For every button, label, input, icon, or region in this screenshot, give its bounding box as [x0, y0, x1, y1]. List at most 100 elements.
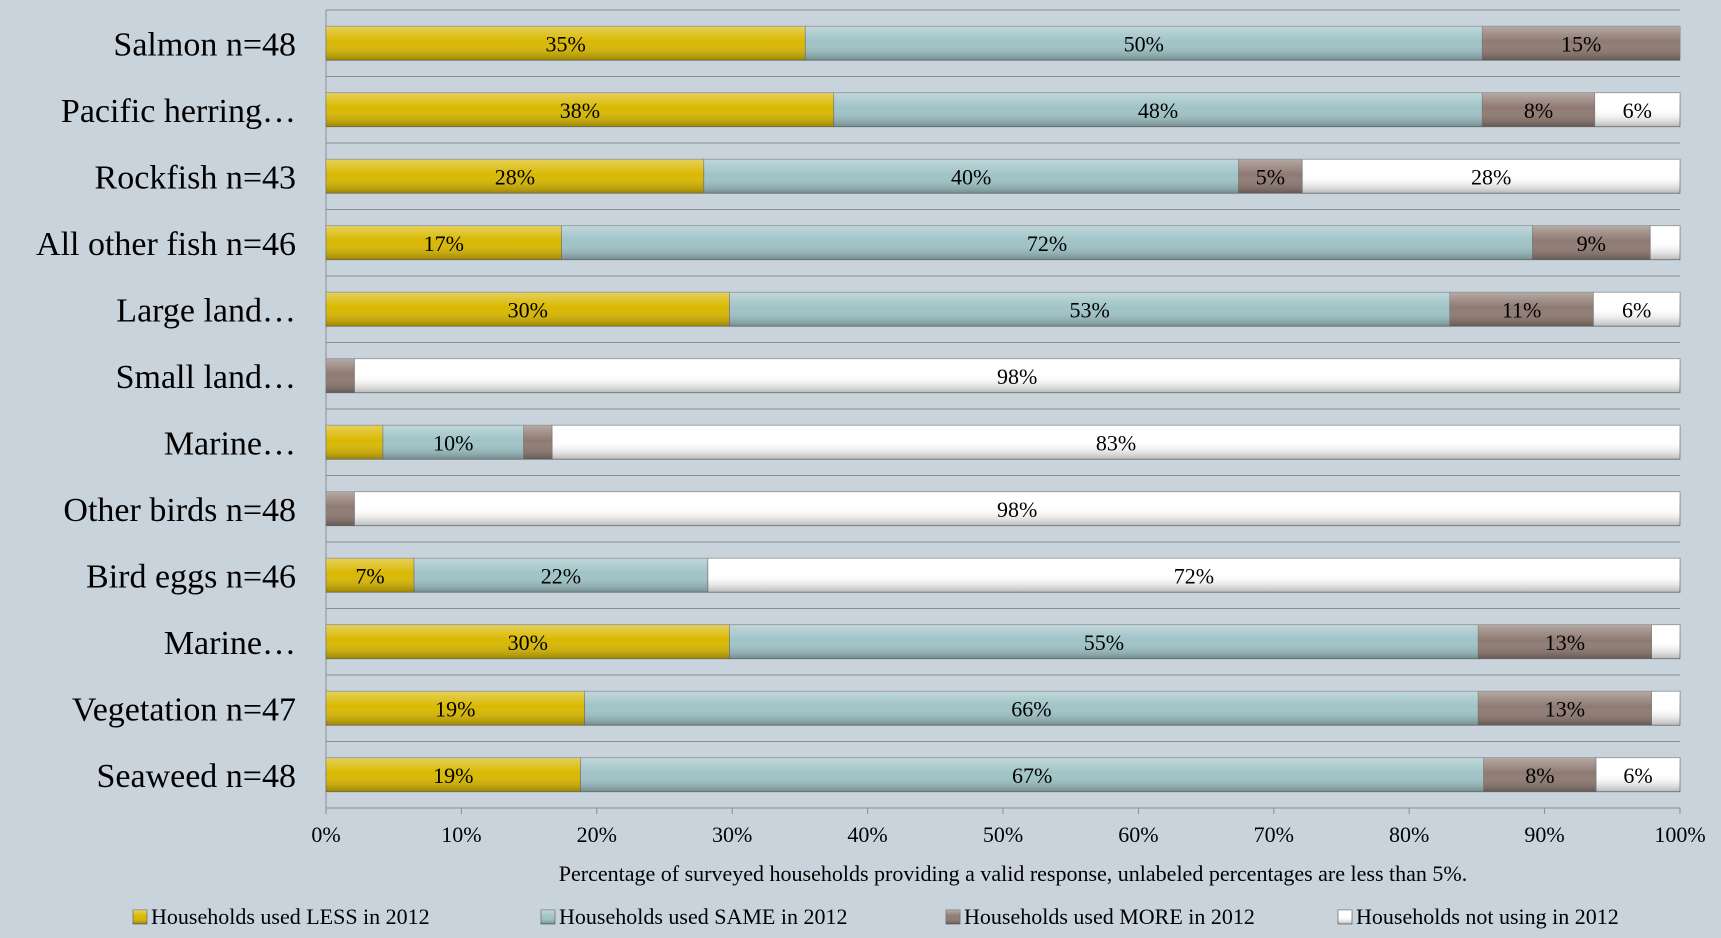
x-tick-label: 90% — [1524, 822, 1564, 847]
x-tick-label: 10% — [441, 822, 481, 847]
category-label: Bird eggs n=46 — [86, 558, 296, 595]
bar-value-label: 67% — [1012, 763, 1052, 788]
bar-value-label: 13% — [1545, 696, 1585, 721]
x-tick-label: 80% — [1389, 822, 1429, 847]
bar-segment-shading — [414, 558, 708, 593]
bar-segment-shading — [326, 757, 581, 792]
bar-value-label: 8% — [1524, 98, 1553, 123]
bar-value-label: 19% — [435, 696, 475, 721]
category-label: Salmon n=48 — [113, 26, 296, 63]
legend-swatch-shading — [133, 910, 147, 924]
bar-segment-shading — [326, 425, 383, 460]
bar-value-label: 13% — [1545, 630, 1585, 655]
category-label: Vegetation n=47 — [72, 691, 296, 728]
chart-legend: Households used LESS in 2012 Households u… — [132, 904, 1619, 929]
bar-value-label: 19% — [433, 763, 473, 788]
bar-segment-shading — [833, 92, 1483, 127]
x-tick-label: 100% — [1654, 822, 1705, 847]
category-label: Pacific herring… — [61, 93, 296, 130]
bar-segment-shading — [1483, 757, 1597, 792]
x-tick-label: 50% — [983, 822, 1023, 847]
bar-segment-shading — [1302, 159, 1680, 194]
bar-value-label: 28% — [495, 164, 535, 189]
bar-segment-shading — [326, 92, 834, 127]
bar-segment-shading — [1478, 691, 1652, 726]
legend-swatch-shading — [541, 910, 555, 924]
bar-segment-shading — [552, 425, 1681, 460]
legend-label: Households not using in 2012 — [1356, 904, 1619, 929]
x-tick-label: 20% — [577, 822, 617, 847]
bar-segment-shading — [1238, 159, 1303, 194]
bar-value-label: 35% — [545, 31, 585, 56]
category-label: Rockfish n=43 — [95, 159, 296, 196]
bar-segment-shading — [326, 558, 415, 593]
category-label: Marine… — [164, 625, 296, 662]
bar-value-label: 72% — [1174, 563, 1214, 588]
bar-value-label: 83% — [1096, 430, 1136, 455]
category-label: Other birds n=48 — [63, 492, 296, 529]
bar-segment-shading — [729, 292, 1450, 327]
bar-value-label: 48% — [1138, 98, 1178, 123]
bar-value-label: 22% — [541, 563, 581, 588]
bar-value-label: 30% — [508, 297, 548, 322]
bar-value-label: 66% — [1011, 696, 1051, 721]
bar-segment-shading — [1593, 292, 1680, 327]
bar-segment-shading — [1482, 92, 1595, 127]
bar-value-label: 40% — [951, 164, 991, 189]
bar-segment-shading — [354, 491, 1681, 526]
legend-swatch-shading — [946, 910, 960, 924]
bar-value-label: 53% — [1069, 297, 1109, 322]
legend-label: Households used LESS in 2012 — [151, 904, 430, 929]
bar-value-label: 6% — [1622, 297, 1651, 322]
bar-value-label: 98% — [997, 364, 1037, 389]
bar-value-label: 55% — [1084, 630, 1124, 655]
category-label: Small land… — [116, 359, 296, 396]
bar-value-label: 50% — [1124, 31, 1164, 56]
chart-gridlines — [325, 9, 1680, 809]
bar-segment-shading — [326, 691, 585, 726]
bar-segment-shading — [1482, 26, 1680, 61]
x-axis: 0% 10% 20% 30% 40% 50% 60% 70% 80% 90% 100% Percent… — [311, 808, 1706, 886]
bar-value-label: 17% — [424, 231, 464, 256]
bar-segment-shading — [1532, 225, 1651, 260]
bar-value-label: 98% — [997, 497, 1037, 522]
bar-segment-shading — [326, 358, 355, 393]
bar-segment-shading — [523, 425, 553, 460]
bar-segment-shading — [1650, 225, 1680, 260]
x-tick-label: 70% — [1254, 822, 1294, 847]
chart-bars: 35% 50% 15% 38% 48% 8% 6% 28% 40% 5% 28% 17% 72% 9% 30… — [325, 25, 1681, 793]
legend-label: Households used SAME in 2012 — [559, 904, 847, 929]
bar-value-label: 15% — [1561, 31, 1601, 56]
bar-value-label: 6% — [1623, 763, 1652, 788]
category-labels: Salmon n=48 Pacific herring… Rockfish n=43… — [36, 26, 296, 795]
bar-segment-shading — [1449, 292, 1594, 327]
bar-value-label: 30% — [508, 630, 548, 655]
bar-segment-shading — [326, 225, 562, 260]
bar-value-label: 5% — [1256, 164, 1285, 189]
bar-segment-shading — [561, 225, 1533, 260]
bar-value-label: 28% — [1471, 164, 1511, 189]
bar-segment-shading — [354, 358, 1681, 393]
bar-segment-shading — [805, 26, 1483, 61]
category-label: All other fish n=46 — [36, 226, 296, 263]
bar-value-label: 72% — [1027, 231, 1067, 256]
x-tick-label: 0% — [311, 822, 340, 847]
bar-value-label: 38% — [560, 98, 600, 123]
bar-value-label: 9% — [1577, 231, 1606, 256]
category-label: Marine… — [164, 425, 296, 462]
bar-segment-shading — [326, 26, 806, 61]
x-tick-label: 40% — [847, 822, 887, 847]
bar-segment-shading — [729, 624, 1479, 659]
bar-segment-shading — [703, 159, 1239, 194]
category-label: Seaweed n=48 — [96, 758, 296, 795]
x-axis-title: Percentage of surveyed households provid… — [559, 861, 1467, 886]
bar-segment-shading — [1596, 757, 1680, 792]
bar-segment-shading — [584, 691, 1479, 726]
bar-value-label: 11% — [1502, 297, 1542, 322]
bar-segment-shading — [707, 558, 1680, 593]
x-tick-label: 30% — [712, 822, 752, 847]
legend-label: Households used MORE in 2012 — [964, 904, 1255, 929]
bar-segment-shading — [326, 292, 730, 327]
category-label: Large land… — [116, 292, 296, 329]
